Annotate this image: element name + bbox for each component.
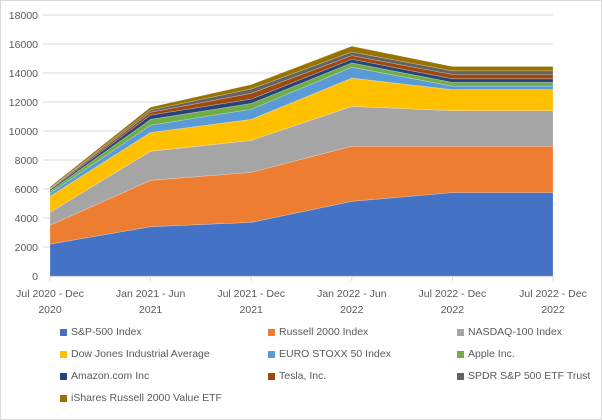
legend-item: Dow Jones Industrial Average [60, 348, 210, 360]
legend-label: Amazon.com Inc [71, 370, 150, 382]
x-tick-label: 2022 [340, 304, 364, 316]
x-tick-label: Jul 2020 - Dec [16, 288, 84, 300]
legend-label: Apple Inc. [468, 348, 515, 360]
x-tick-label: 2022 [441, 304, 465, 316]
legend-item: NASDAQ-100 Index [457, 326, 562, 338]
legend-item: Tesla, Inc. [268, 370, 326, 382]
y-tick-label: 18000 [9, 10, 38, 22]
y-tick-label: 0 [32, 271, 38, 283]
legend-swatch [60, 394, 67, 402]
legend-swatch [457, 328, 464, 336]
legend-swatch [268, 328, 275, 336]
legend-item: S&P-500 Index [60, 326, 142, 338]
x-tick-label: 2021 [139, 304, 163, 316]
x-tick-label: Jul 2021 - Dec [217, 288, 285, 300]
legend-label: Dow Jones Industrial Average [71, 348, 210, 360]
y-tick-label: 4000 [15, 213, 39, 225]
legend-item: Amazon.com Inc [60, 370, 149, 382]
y-tick-label: 12000 [9, 97, 38, 109]
x-tick-label: Jan 2021 - Jun [116, 288, 186, 300]
x-tick-label: 2020 [38, 304, 62, 316]
y-tick-label: 6000 [15, 184, 39, 196]
legend-item: SPDR S&P 500 ETF Trust [457, 370, 590, 382]
legend-swatch [268, 372, 275, 380]
legend-item: iShares Russell 2000 Value ETF [60, 392, 222, 404]
x-tick-label: 2022 [541, 304, 565, 316]
y-tick-label: 2000 [15, 242, 39, 254]
legend-item: Apple Inc. [457, 348, 515, 360]
legend-item: Russell 2000 Index [268, 326, 368, 338]
legend-label: iShares Russell 2000 Value ETF [71, 392, 222, 404]
x-tick-label: Jan 2022 - Jun [317, 288, 387, 300]
x-tick-label: Jul 2022 - Dec [419, 288, 487, 300]
legend-swatch [457, 372, 464, 380]
legend-label: SPDR S&P 500 ETF Trust [468, 370, 591, 382]
x-axis [49, 276, 554, 281]
y-tick-label: 14000 [9, 68, 38, 80]
legend-item: EURO STOXX 50 Index [268, 348, 391, 360]
y-tick-label: 8000 [15, 155, 39, 167]
legend-label: NASDAQ-100 Index [468, 326, 562, 338]
y-tick-label: 16000 [9, 39, 38, 51]
legend-label: S&P-500 Index [71, 326, 142, 338]
legend-swatch [60, 372, 67, 380]
x-tick-label: Jul 2022 - Dec [519, 288, 587, 300]
legend-swatch [60, 350, 67, 358]
area-ishares-russell-2000-value-etf [49, 45, 554, 189]
legend-swatch [268, 350, 275, 358]
legend-swatch [457, 350, 464, 358]
legend-label: Tesla, Inc. [279, 370, 327, 382]
y-tick-label: 10000 [9, 126, 38, 138]
x-axis-tick-labels: Jul 2020 - Dec 2020 Jan 2021 - Jun 2021 Jul … [16, 288, 587, 316]
legend-label: Russell 2000 Index [279, 326, 369, 338]
series-areas [49, 45, 554, 277]
legend-swatch [60, 328, 67, 336]
x-tick-label: 2021 [240, 304, 264, 316]
legend-label: EURO STOXX 50 Index [279, 348, 391, 360]
y-axis-tick-labels: 0 2000 4000 6000 8000 10000 12000 14000 16000 180… [9, 10, 38, 283]
